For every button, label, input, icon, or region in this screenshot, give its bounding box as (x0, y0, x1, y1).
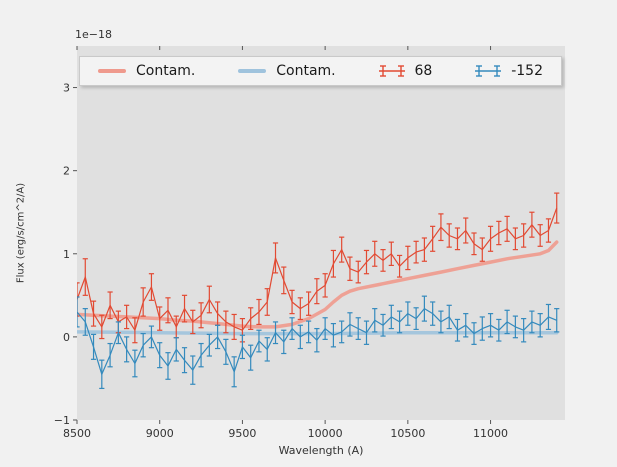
legend-line-sample (238, 69, 267, 73)
y-tick-label: 1 (63, 248, 70, 261)
legend-label: 68 (414, 63, 433, 79)
legend: Contam. Contam. 68 -152 (79, 56, 562, 86)
legend-item: Contam. (238, 63, 336, 79)
legend-label: Contam. (276, 63, 336, 79)
series-contam-red-model (77, 240, 559, 329)
series--152 (77, 295, 560, 390)
x-tick-label: 11000 (473, 427, 508, 440)
x-tick-label: 10500 (390, 427, 425, 440)
axis-offset-text: 1e−18 (75, 28, 112, 41)
legend-errorbar-sample (378, 65, 405, 77)
y-tick-label: 3 (63, 82, 70, 95)
legend-item: 68 (378, 63, 433, 79)
legend-label: -152 (511, 63, 543, 79)
x-tick-label: 9500 (228, 427, 256, 440)
legend-line-sample (98, 69, 126, 73)
x-axis-label: Wavelength (A) (278, 444, 364, 457)
series-68 (77, 192, 560, 344)
plot-area (77, 46, 565, 420)
y-tick-label: 0 (63, 331, 70, 344)
legend-item: Contam. (98, 63, 195, 79)
legend-errorbar-sample (475, 65, 502, 77)
y-tick-label: 2 (63, 165, 70, 178)
legend-label: Contam. (136, 63, 196, 79)
x-tick-label: 10000 (308, 427, 343, 440)
x-tick-label: 9000 (146, 427, 174, 440)
y-axis-label: Flux (erg/s/cm^2/A) (15, 182, 27, 284)
legend-item: -152 (475, 63, 543, 79)
y-tick-label: −1 (54, 414, 70, 427)
x-tick-label: 8500 (63, 427, 91, 440)
